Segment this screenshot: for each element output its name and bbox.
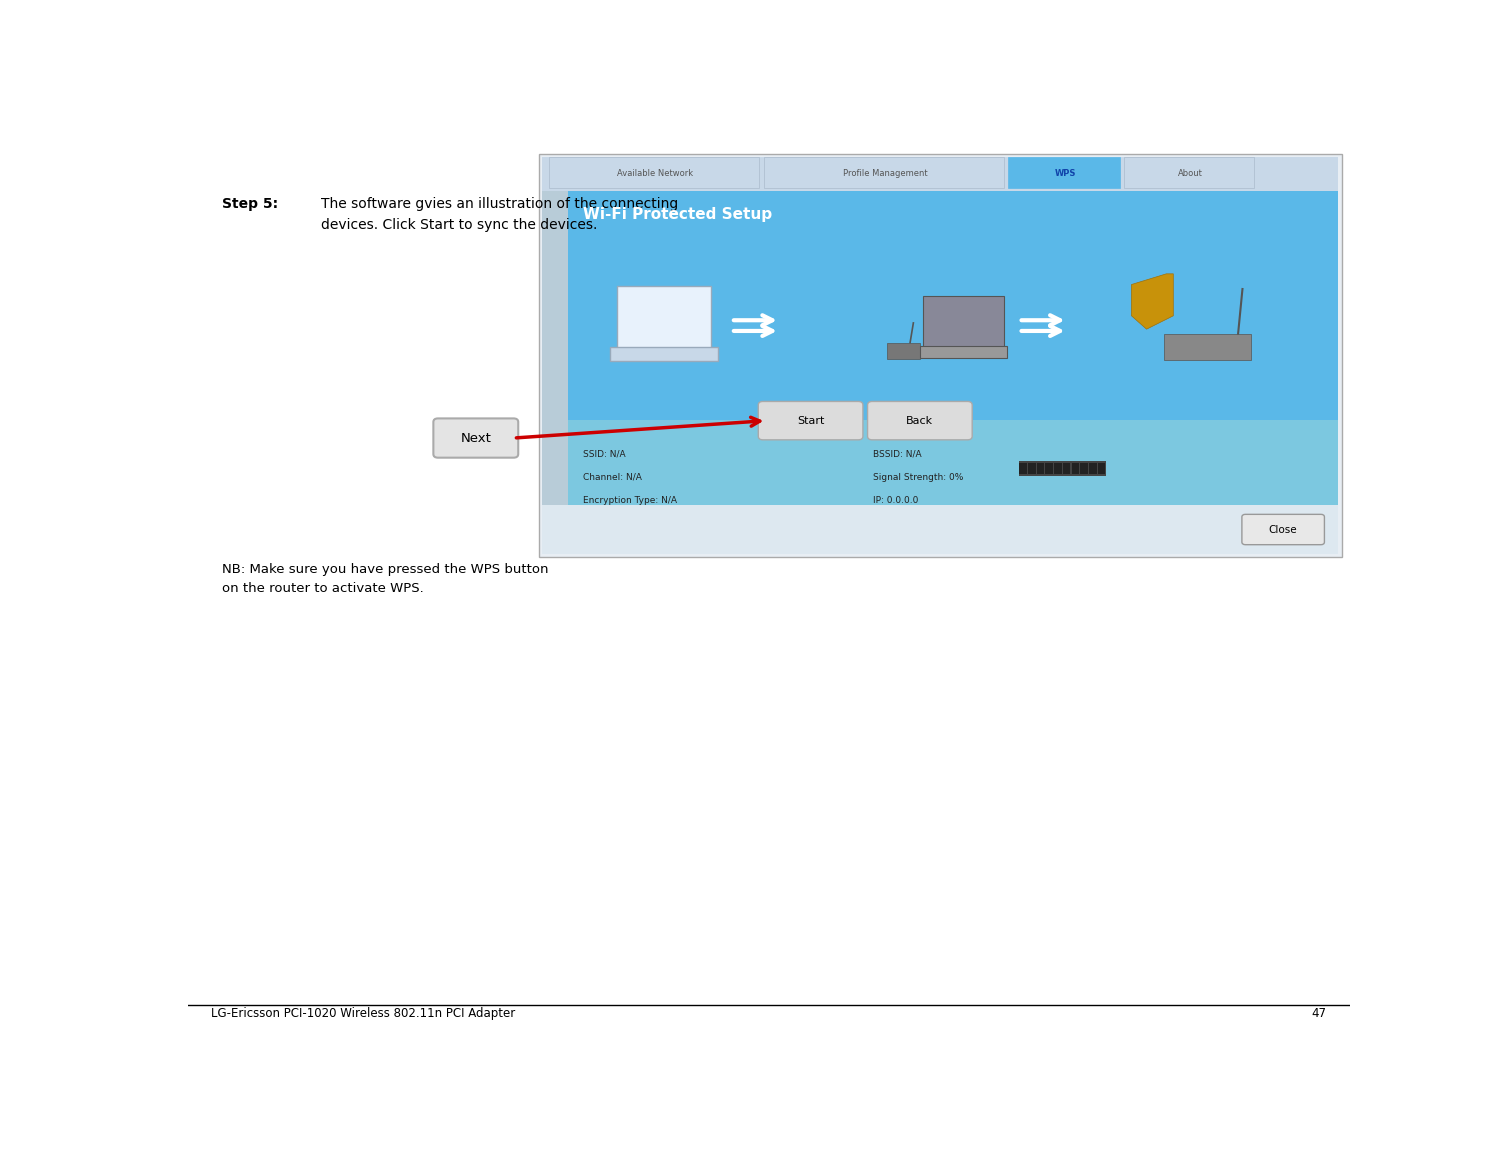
- Text: Signal Strength: 0%: Signal Strength: 0%: [873, 473, 963, 482]
- FancyBboxPatch shape: [924, 297, 1004, 349]
- Text: Close: Close: [1269, 525, 1298, 534]
- FancyBboxPatch shape: [538, 154, 1342, 556]
- FancyBboxPatch shape: [1064, 464, 1071, 474]
- FancyBboxPatch shape: [759, 401, 862, 439]
- Text: The software gvies an illustration of the connecting
devices. Click Start to syn: The software gvies an illustration of th…: [321, 197, 678, 232]
- FancyBboxPatch shape: [867, 401, 972, 439]
- FancyBboxPatch shape: [1054, 464, 1062, 474]
- Text: SSID: N/A: SSID: N/A: [582, 450, 626, 459]
- Text: BSSID: N/A: BSSID: N/A: [873, 450, 922, 459]
- FancyBboxPatch shape: [433, 418, 517, 458]
- FancyBboxPatch shape: [567, 191, 1338, 505]
- FancyBboxPatch shape: [1164, 334, 1251, 360]
- Text: About: About: [1178, 169, 1203, 178]
- FancyBboxPatch shape: [1020, 464, 1028, 474]
- Text: Available Network: Available Network: [618, 169, 693, 178]
- FancyBboxPatch shape: [610, 347, 718, 362]
- FancyBboxPatch shape: [542, 191, 567, 505]
- FancyBboxPatch shape: [542, 156, 1338, 191]
- Text: NB: Make sure you have pressed the WPS button
on the router to activate WPS.: NB: Make sure you have pressed the WPS b…: [222, 563, 549, 595]
- Text: 47: 47: [1311, 1007, 1326, 1020]
- Text: WPS: WPS: [1054, 169, 1076, 178]
- FancyBboxPatch shape: [1046, 464, 1053, 474]
- Text: IP: 0.0.0.0: IP: 0.0.0.0: [873, 496, 918, 505]
- Text: LG-Ericsson PCI-1020 Wireless 802.11n PCI Adapter: LG-Ericsson PCI-1020 Wireless 802.11n PC…: [210, 1007, 514, 1020]
- FancyBboxPatch shape: [1028, 464, 1035, 474]
- FancyBboxPatch shape: [1080, 464, 1088, 474]
- FancyBboxPatch shape: [1008, 156, 1120, 188]
- FancyBboxPatch shape: [1071, 464, 1078, 474]
- Text: Step 5:: Step 5:: [222, 197, 279, 211]
- Polygon shape: [1131, 274, 1173, 329]
- FancyBboxPatch shape: [1125, 156, 1254, 188]
- Text: Start: Start: [796, 416, 825, 425]
- FancyBboxPatch shape: [1019, 461, 1106, 475]
- FancyBboxPatch shape: [1098, 464, 1106, 474]
- FancyBboxPatch shape: [567, 421, 1338, 505]
- Text: Wi-Fi Protected Setup: Wi-Fi Protected Setup: [582, 207, 772, 221]
- Text: Back: Back: [906, 416, 933, 425]
- FancyBboxPatch shape: [542, 505, 1338, 554]
- Text: Profile Management: Profile Management: [843, 169, 927, 178]
- Text: Next: Next: [460, 431, 490, 445]
- FancyBboxPatch shape: [1089, 464, 1096, 474]
- Text: Channel: N/A: Channel: N/A: [582, 473, 642, 482]
- FancyBboxPatch shape: [616, 286, 711, 350]
- FancyBboxPatch shape: [1242, 515, 1324, 545]
- FancyBboxPatch shape: [1036, 464, 1044, 474]
- Text: Encryption Type: N/A: Encryption Type: N/A: [582, 496, 676, 505]
- FancyBboxPatch shape: [920, 347, 1007, 358]
- FancyBboxPatch shape: [888, 343, 920, 358]
- FancyBboxPatch shape: [764, 156, 1004, 188]
- FancyBboxPatch shape: [549, 156, 759, 188]
